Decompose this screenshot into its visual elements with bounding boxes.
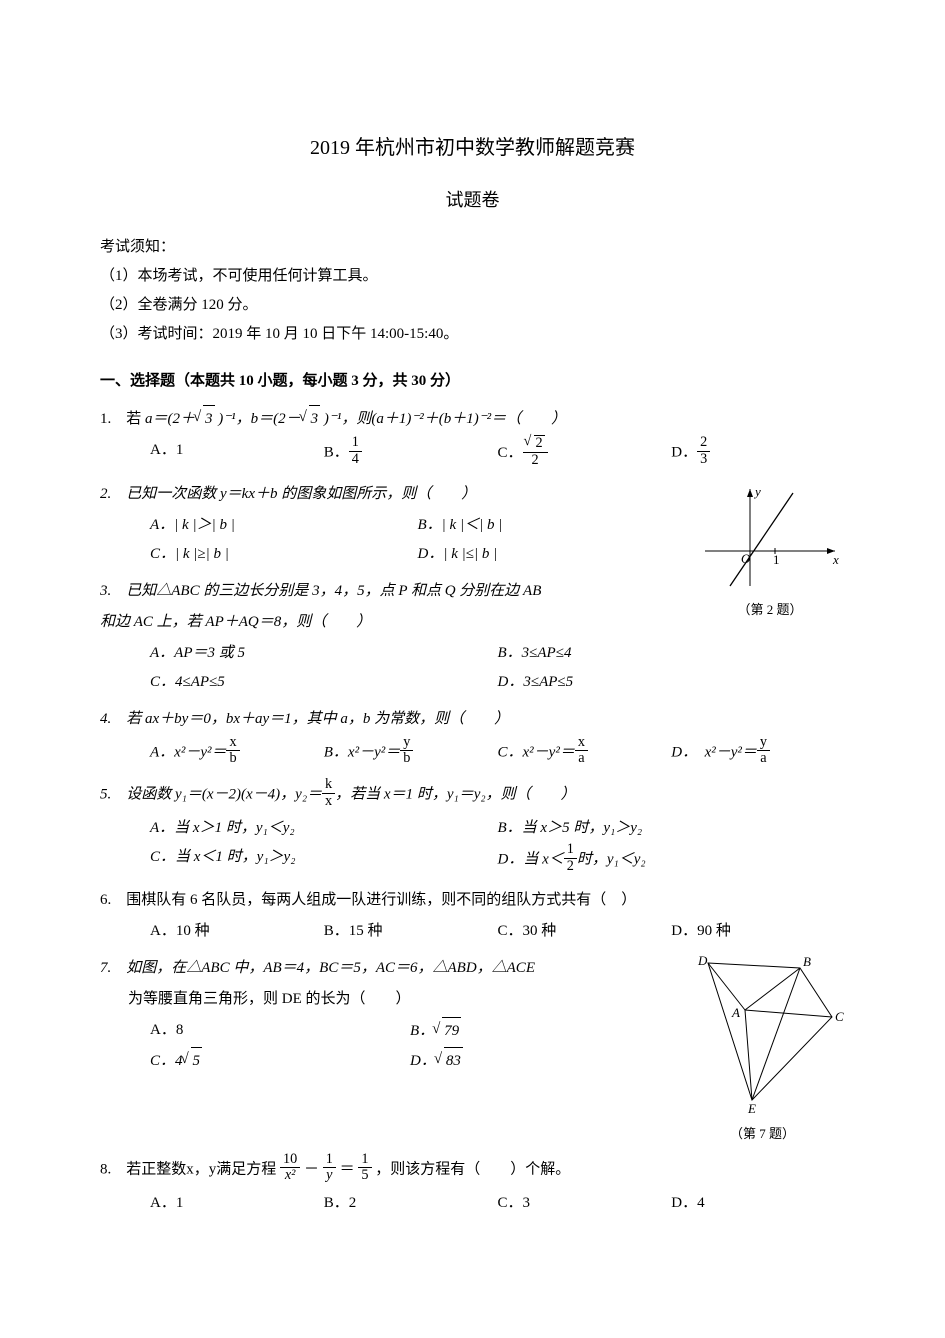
q5-opt-d: D．当 x＜12时，y₁＜y₂ bbox=[498, 844, 846, 876]
q7-opt-a: A．8 bbox=[150, 1017, 410, 1045]
page-title: 2019 年杭州市初中数学教师解题竞赛 bbox=[100, 130, 845, 166]
x-axis-label: x bbox=[832, 552, 839, 567]
note-3: （3）考试时间：2019 年 10 月 10 日下午 14:00-15:40。 bbox=[100, 321, 845, 348]
q8-stem-pre: 8. 若正整数x，y满足方程 bbox=[100, 1161, 276, 1177]
q7-opt-b: B．79 bbox=[410, 1017, 670, 1045]
q6-opt-b: B．15 种 bbox=[324, 918, 498, 945]
q2-opt-b: B．| k |＜| b | bbox=[418, 512, 686, 539]
note-1: （1）本场考试，不可使用任何计算工具。 bbox=[100, 263, 845, 290]
svg-text:B: B bbox=[803, 955, 811, 969]
q4-opt-a: A．x²－y²＝xb bbox=[150, 737, 324, 769]
q4-opt-b: B．x²－y²＝yb bbox=[324, 737, 498, 769]
q8-stem-post: ，则该方程有（ ）个解。 bbox=[375, 1161, 570, 1177]
q3-opt-b: B．3≤AP≤4 bbox=[498, 640, 846, 667]
q3-opt-a: A．AP＝3 或 5 bbox=[150, 640, 498, 667]
q7-fig-caption: （第 7 题） bbox=[680, 1122, 845, 1145]
q3-stem1: 3. 已知△ABC 的三边长分别是 3，4，5，点 P 和点 Q 分别在边 AB bbox=[100, 578, 845, 605]
q6-opt-d: D．90 种 bbox=[671, 918, 845, 945]
q4-stem: 4. 若 ax＋by＝0，bx＋ay＝1，其中 a，b 为常数，则（ ） bbox=[100, 706, 845, 733]
q8-opt-a: A．1 bbox=[150, 1190, 324, 1217]
q5-stem-post: ，若当 x＝1 时，y₁＝y₂，则（ ） bbox=[335, 787, 575, 803]
q5-opt-c: C．当 x＜1 时，y₁＞y₂ bbox=[150, 844, 498, 876]
tick-1: 1 bbox=[773, 552, 780, 567]
q6-stem: 6. 围棋队有 6 名队员，每两人组成一队进行训练，则不同的组队方式共有（ ） bbox=[100, 887, 845, 914]
subtitle: 试题卷 bbox=[100, 184, 845, 216]
q3-opt-d: D．3≤AP≤5 bbox=[498, 669, 846, 696]
q1-math: a＝(2＋3 )⁻¹，b＝(2－3 )⁻¹，则(a＋1)⁻²＋(b＋1)⁻²＝（… bbox=[145, 411, 566, 427]
q7-opt-c: C．45 bbox=[150, 1047, 410, 1075]
q4-opt-c: C．x²－y²＝xa bbox=[498, 737, 672, 769]
q1-opt-d: D．23 bbox=[671, 437, 845, 470]
q3-opt-c: C．4≤AP≤5 bbox=[150, 669, 498, 696]
exam-notes: 考试须知： （1）本场考试，不可使用任何计算工具。 （2）全卷满分 120 分。… bbox=[100, 234, 845, 348]
question-4: 4. 若 ax＋by＝0，bx＋ay＝1，其中 a，b 为常数，则（ ） A．x… bbox=[100, 706, 845, 771]
q1-opt-c: C．22 bbox=[498, 437, 672, 470]
question-8: 8. 若正整数x，y满足方程 10x² － 1y ＝ 15 ，则该方程有（ ）个… bbox=[100, 1154, 845, 1219]
note-2: （2）全卷满分 120 分。 bbox=[100, 292, 845, 319]
q7-opt-d: D．83 bbox=[410, 1047, 670, 1075]
q2-opt-d: D．| k |≤| b | bbox=[418, 541, 686, 568]
question-3: 3. 已知△ABC 的三边长分别是 3，4，5，点 P 和点 Q 分别在边 AB… bbox=[100, 578, 845, 698]
question-1: 1. 若 a＝(2＋3 )⁻¹，b＝(2－3 )⁻¹，则(a＋1)⁻²＋(b＋1… bbox=[100, 405, 845, 472]
notes-label: 考试须知： bbox=[100, 234, 845, 261]
question-7: D B C A E （第 7 题） 7. 如图，在△ABC 中，AB＝4，BC＝… bbox=[100, 955, 845, 1146]
q1-stem-pre: 1. 若 bbox=[100, 411, 145, 427]
q8-opt-b: B．2 bbox=[324, 1190, 498, 1217]
q5-opt-b: B．当 x＞5 时，y₁＞y₂ bbox=[498, 815, 846, 842]
question-5: 5. 设函数 y₁＝(x－2)(x－4)，y₂＝kx，若当 x＝1 时，y₁＝y… bbox=[100, 779, 845, 879]
svg-text:E: E bbox=[747, 1101, 756, 1115]
q3-stem2: 和边 AC 上，若 AP＋AQ＝8，则（ ） bbox=[100, 609, 845, 636]
q1-opt-a: A．1 bbox=[150, 437, 324, 470]
origin-label: O bbox=[741, 551, 751, 566]
section-1-title: 一、选择题（本题共 10 小题，每小题 3 分，共 30 分） bbox=[100, 368, 845, 395]
q6-opt-a: A．10 种 bbox=[150, 918, 324, 945]
q4-opt-d: D． x²－y²＝ya bbox=[671, 737, 845, 769]
svg-text:C: C bbox=[835, 1009, 844, 1024]
q5-opt-a: A．当 x＞1 时，y₁＜y₂ bbox=[150, 815, 498, 842]
q1-opt-b: B．14 bbox=[324, 437, 498, 470]
q6-opt-c: C．30 种 bbox=[498, 918, 672, 945]
q8-opt-c: C．3 bbox=[498, 1190, 672, 1217]
q5-stem-pre: 5. 设函数 y₁＝(x－2)(x－4)，y₂＝ bbox=[100, 787, 322, 803]
question-6: 6. 围棋队有 6 名队员，每两人组成一队进行训练，则不同的组队方式共有（ ） … bbox=[100, 887, 845, 947]
q8-opt-d: D．4 bbox=[671, 1190, 845, 1217]
svg-text:D: D bbox=[697, 955, 708, 968]
question-2: O 1 x y （第 2 题） 2. 已知一次函数 y＝kx＋b 的图象如图所示… bbox=[100, 481, 845, 570]
q7-figure: D B C A E （第 7 题） bbox=[680, 955, 845, 1146]
svg-text:A: A bbox=[731, 1005, 740, 1020]
q2-opt-c: C．| k |≥| b | bbox=[150, 541, 418, 568]
q2-opt-a: A．| k |＞| b | bbox=[150, 512, 418, 539]
y-axis-label: y bbox=[753, 484, 761, 499]
